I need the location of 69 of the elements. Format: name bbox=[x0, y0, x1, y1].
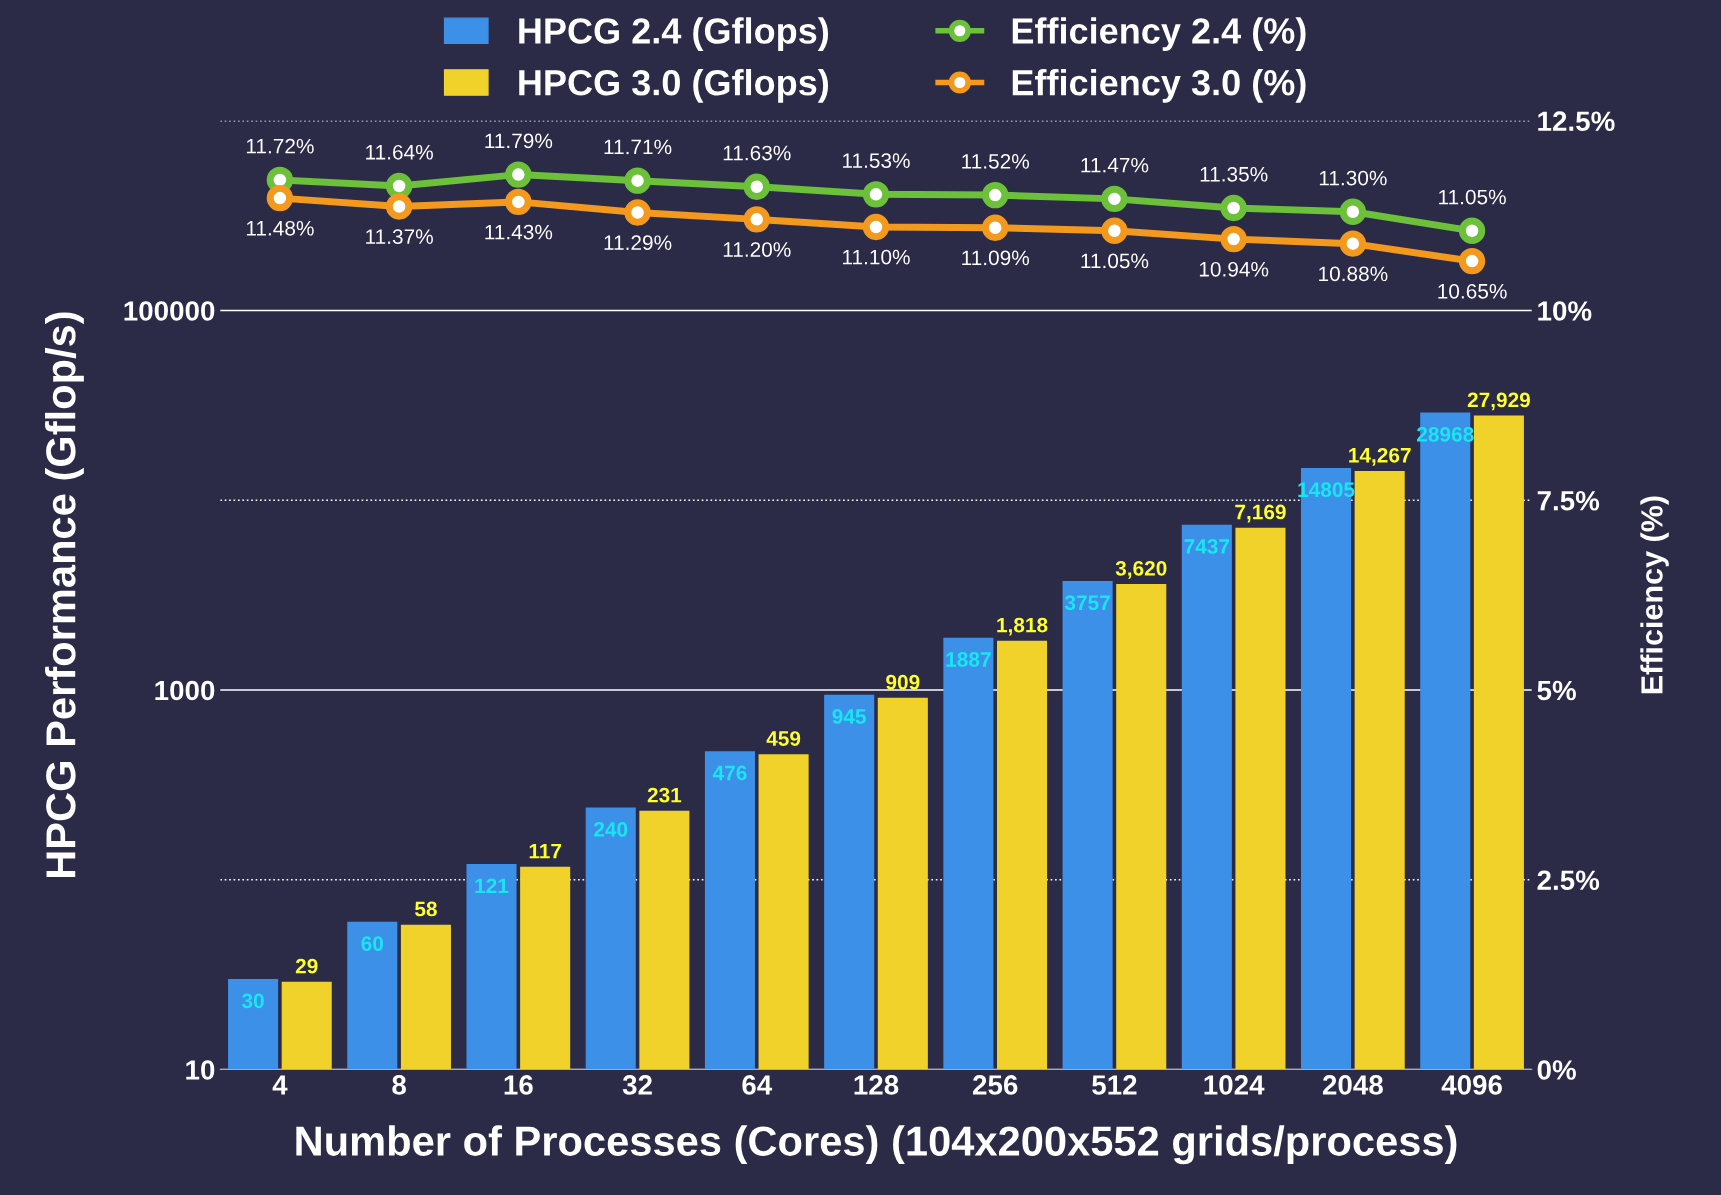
legend-label: HPCG 2.4 (Gflops) bbox=[519, 17, 829, 51]
data-label: 117 bbox=[529, 844, 562, 859]
data-label: 11.05% bbox=[1081, 253, 1149, 269]
data-label: 7,169 bbox=[1235, 504, 1286, 523]
legend-label: Efficiency 3.0 (%) bbox=[1012, 68, 1306, 103]
y-tick-label: 100000 bbox=[124, 301, 215, 321]
data-label: 60 bbox=[361, 936, 384, 952]
data-label: 29 bbox=[295, 958, 318, 974]
data-label: 11.79% bbox=[485, 133, 553, 149]
data-label: 3,620 bbox=[1115, 560, 1167, 579]
data-label: 11.30% bbox=[1319, 170, 1387, 186]
data-label: 10.88% bbox=[1319, 266, 1388, 282]
data-label: 11.43% bbox=[485, 224, 553, 240]
x-tick-label: 8 bbox=[392, 1075, 406, 1095]
x-tick-label: 4096 bbox=[1441, 1075, 1502, 1095]
data-label: 11.09% bbox=[962, 250, 1030, 266]
x-axis-title: Number of Processes (Cores) (104x200x552 grids/process) bbox=[296, 1125, 1457, 1165]
x-tick-label: 2048 bbox=[1322, 1075, 1383, 1095]
y2-tick-label: 0% bbox=[1537, 1060, 1576, 1080]
data-label: 3757 bbox=[1064, 595, 1110, 611]
data-label: 11.72% bbox=[246, 138, 314, 154]
y2-tick-label: 12.5% bbox=[1538, 111, 1615, 132]
data-label: 11.05% bbox=[1439, 189, 1506, 205]
legend-label: Efficiency 2.4 (%) bbox=[1012, 17, 1306, 51]
data-label: 476 bbox=[712, 765, 747, 781]
data-label: 11.47% bbox=[1081, 157, 1149, 173]
y2-tick-label: 5% bbox=[1537, 680, 1576, 701]
data-label: 11.53% bbox=[843, 153, 910, 168]
y2-tick-label: 2.5% bbox=[1537, 870, 1600, 891]
data-label: 11.35% bbox=[1200, 166, 1268, 182]
x-tick-label: 256 bbox=[973, 1075, 1018, 1095]
x-tick-label: 4 bbox=[272, 1075, 288, 1095]
y2-tick-label: 10% bbox=[1538, 301, 1592, 321]
data-label: 10.94% bbox=[1199, 261, 1269, 277]
data-label: 11.10% bbox=[843, 249, 910, 265]
data-label: 11.29% bbox=[604, 235, 672, 251]
data-label: 1,818 bbox=[997, 617, 1048, 636]
y2-axis-title: Efficiency (%) bbox=[1640, 496, 1669, 694]
data-label: 240 bbox=[594, 822, 628, 837]
data-label: 909 bbox=[886, 674, 920, 690]
data-label: 7437 bbox=[1184, 539, 1230, 554]
data-label: 121 bbox=[475, 878, 509, 894]
data-label: 11.37% bbox=[366, 229, 433, 244]
x-tick-label: 128 bbox=[854, 1075, 899, 1095]
data-label: 11.20% bbox=[723, 242, 791, 257]
data-label: 10.65% bbox=[1438, 283, 1507, 299]
data-label: 945 bbox=[832, 709, 866, 724]
data-label: 11.48% bbox=[246, 220, 314, 236]
legend-label: HPCG 3.0 (Gflops) bbox=[519, 68, 829, 103]
x-tick-label: 64 bbox=[742, 1075, 773, 1095]
data-label: 14,267 bbox=[1349, 447, 1411, 466]
y-tick-label: 1000 bbox=[155, 680, 215, 701]
data-label: 1887 bbox=[946, 652, 991, 667]
x-tick-label: 1024 bbox=[1204, 1075, 1265, 1095]
data-label: 11.63% bbox=[723, 145, 791, 161]
data-label: 231 bbox=[647, 787, 682, 803]
data-label: 11.52% bbox=[962, 153, 1030, 169]
x-tick-label: 32 bbox=[622, 1075, 652, 1095]
x-tick-label: 512 bbox=[1092, 1075, 1137, 1095]
data-label: 27,929 bbox=[1467, 392, 1530, 411]
data-label: 30 bbox=[241, 993, 264, 1009]
data-label: 11.71% bbox=[604, 139, 672, 155]
y-tick-label: 10 bbox=[186, 1060, 215, 1080]
x-tick-label: 16 bbox=[504, 1075, 533, 1095]
data-label: 11.64% bbox=[366, 144, 433, 160]
data-label: 58 bbox=[415, 901, 437, 917]
data-label: 459 bbox=[766, 731, 801, 746]
y2-tick-label: 7.5% bbox=[1537, 490, 1600, 511]
y-axis-title: HPCG Performance (Gflop/s) bbox=[45, 312, 84, 878]
